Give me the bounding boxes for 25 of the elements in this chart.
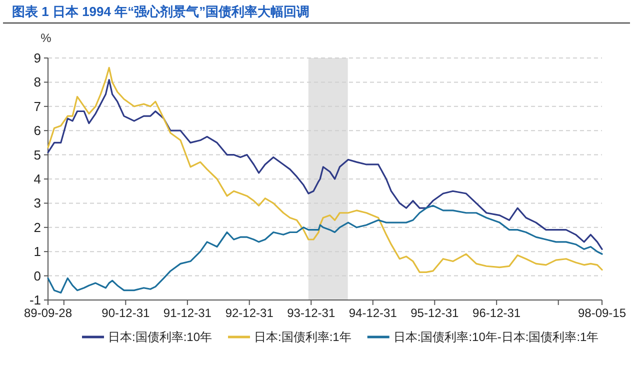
y-tick-label: 3 <box>34 196 41 211</box>
y-tick-label: 4 <box>34 172 41 186</box>
y-tick-label: 5 <box>34 147 41 162</box>
x-tick-label: 92-12-31 <box>225 306 274 320</box>
y-tick-label: 1 <box>34 244 41 260</box>
x-tick-label: 93-12-31 <box>287 306 336 320</box>
y-tick-label: 7 <box>34 98 41 114</box>
y-tick-label: 6 <box>34 123 41 138</box>
legend-label: 日本:国债利率:10年 <box>108 330 212 344</box>
x-tick-label: 96-12-31 <box>472 306 521 320</box>
y-axis-title: % <box>40 31 52 45</box>
x-tick-label: 91-12-31 <box>163 306 212 320</box>
title: 图表 1 日本 1994 年“强心剂景气”国债利率大幅回调 <box>12 4 310 19</box>
x-tick-label: 95-12-31 <box>410 306 459 320</box>
y-tick-label: 0 <box>34 268 41 284</box>
legend-label: 日本:国债利率:10年-日本:国债利率:1年 <box>393 330 599 344</box>
y-tick-label: 9 <box>34 50 41 66</box>
x-tick-label: 89-09-28 <box>24 306 72 320</box>
y-tick-label: 2 <box>34 220 41 235</box>
legend-label: 日本:国债利率:1年 <box>254 330 352 344</box>
x-tick-label: 98-09-15 <box>578 306 626 320</box>
y-tick-label: -1 <box>29 292 41 308</box>
x-tick-label: 90-12-31 <box>102 306 150 320</box>
y-tick-label: 8 <box>34 74 41 90</box>
x-tick-label: 94-12-31 <box>348 306 398 320</box>
